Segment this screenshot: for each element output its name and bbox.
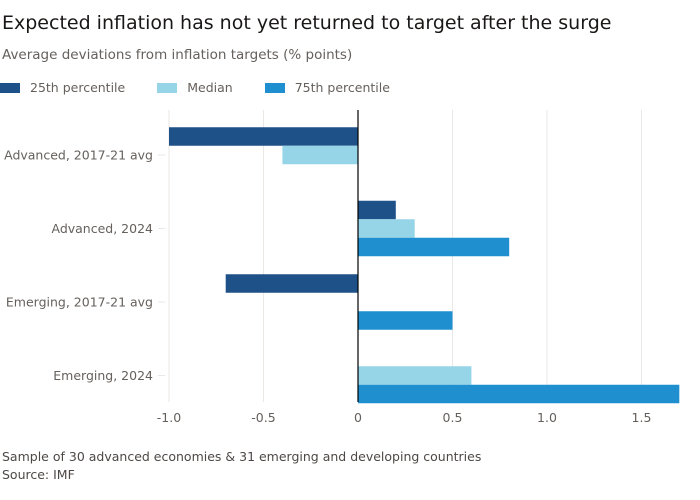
x-tick-label: -0.5	[251, 410, 275, 425]
legend: 25th percentile Median 75th percentile	[0, 80, 422, 95]
category-label: Advanced, 2024	[51, 221, 153, 236]
legend-swatch	[264, 82, 285, 93]
bar-25th-percentile	[169, 127, 358, 146]
legend-item-75th: 75th percentile	[264, 80, 390, 95]
x-tick-label: 1.5	[632, 410, 652, 425]
legend-label: Median	[187, 80, 233, 95]
legend-swatch	[0, 82, 20, 93]
legend-label: 75th percentile	[294, 80, 390, 95]
source: Source: IMF	[2, 467, 75, 482]
legend-item-25th: 25th percentile	[0, 80, 125, 95]
bar-median	[358, 366, 472, 385]
x-tick-label: 0.5	[443, 410, 463, 425]
bar-25th-percentile	[225, 274, 358, 293]
footnote: Sample of 30 advanced economies & 31 eme…	[2, 449, 482, 464]
x-tick-label: 1.0	[537, 410, 557, 425]
x-tick-label: -1.0	[157, 410, 181, 425]
bar-median	[282, 145, 358, 165]
chart-subtitle: Average deviations from inflation target…	[2, 47, 353, 63]
bar-median	[358, 219, 415, 238]
category-label: Advanced, 2017-21 avg	[4, 148, 153, 163]
legend-item-median: Median	[157, 80, 233, 95]
bar-75th-percentile	[358, 384, 680, 404]
chart-title: Expected inflation has not yet returned …	[2, 12, 612, 34]
category-label: Emerging, 2024	[53, 368, 153, 383]
bar-75th-percentile	[358, 311, 453, 330]
legend-swatch	[157, 82, 178, 93]
bar-75th-percentile	[358, 237, 510, 257]
x-tick-label: 0	[354, 410, 362, 425]
bar-25th-percentile	[358, 200, 396, 220]
category-label: Emerging, 2017-21 avg	[6, 295, 153, 310]
legend-label: 25th percentile	[30, 80, 126, 95]
